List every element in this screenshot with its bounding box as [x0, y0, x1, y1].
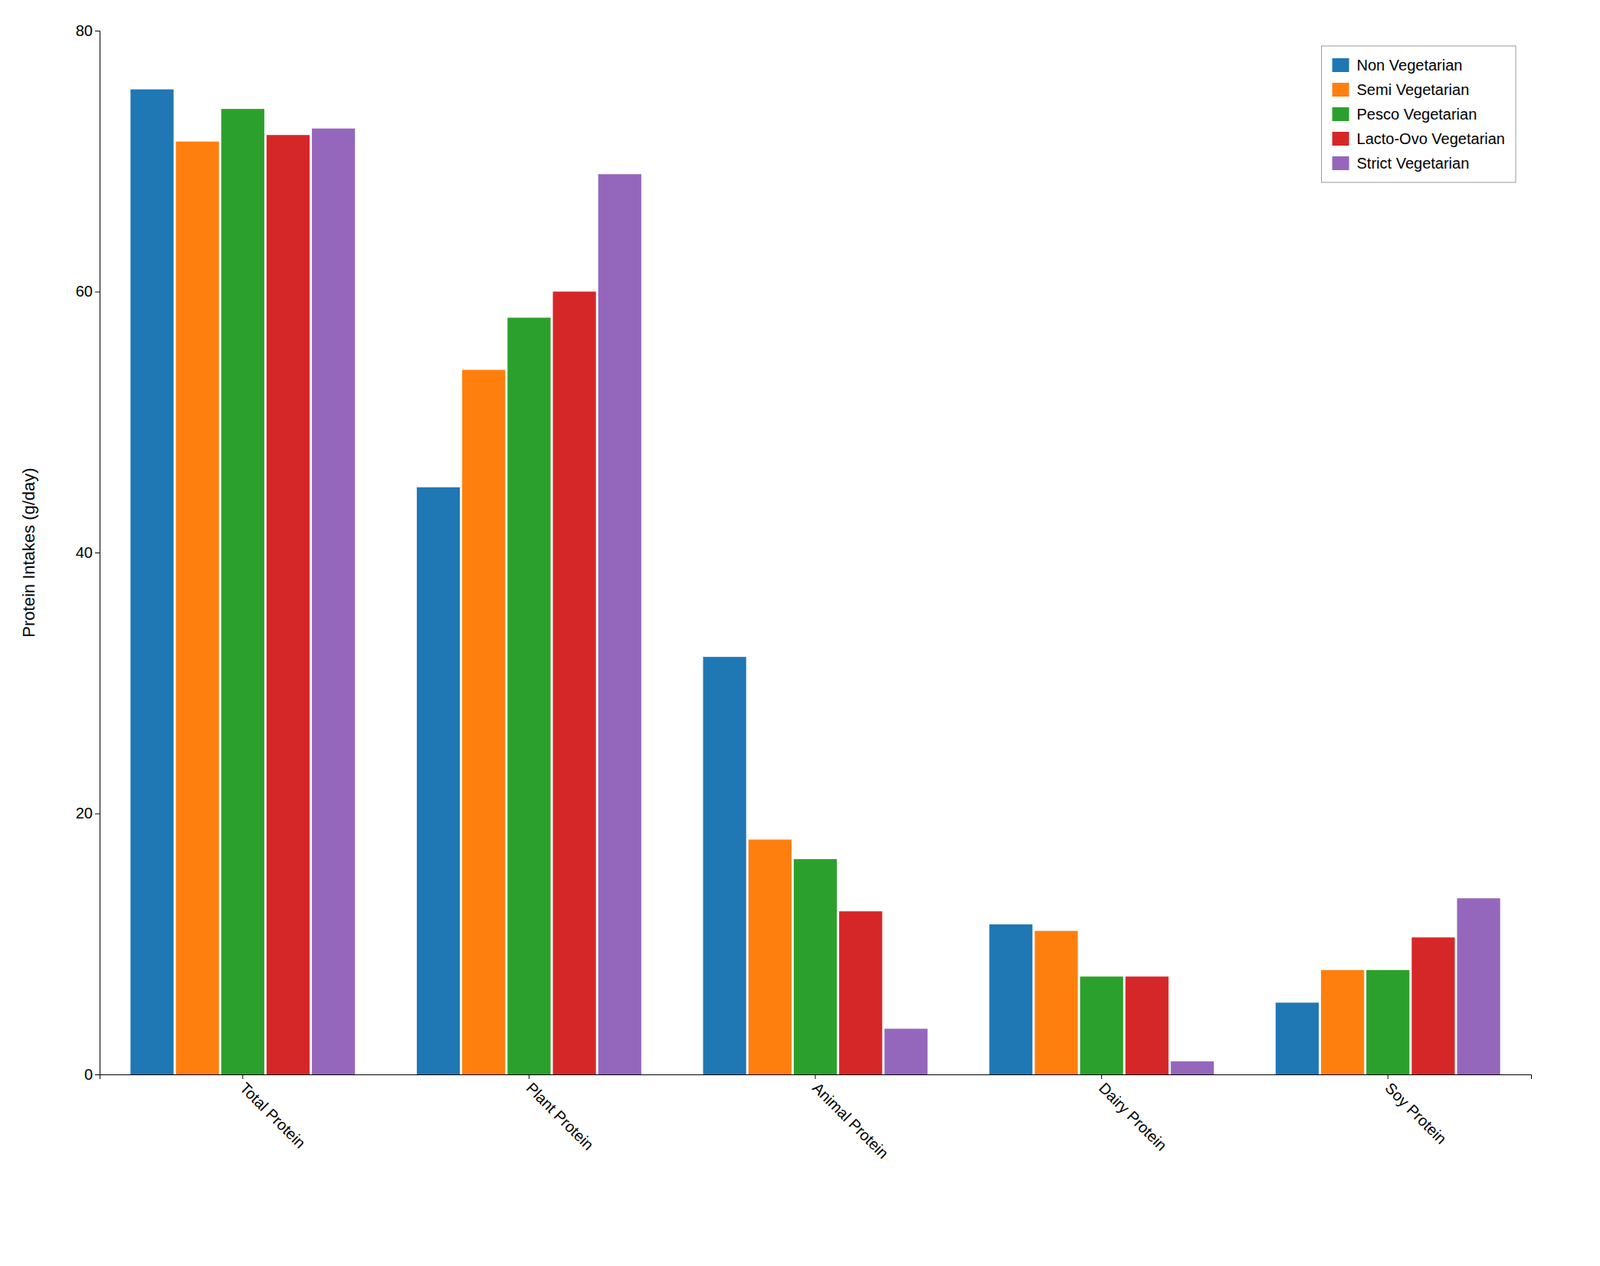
- tick-label: 40: [75, 544, 93, 561]
- bar: [416, 487, 460, 1075]
- bar: [311, 128, 355, 1075]
- tick-label: Soy Protein: [1381, 1078, 1450, 1148]
- bar: [1456, 898, 1500, 1075]
- legend-label: Non Vegetarian: [1357, 56, 1463, 74]
- legend-label: Strict Vegetarian: [1357, 154, 1470, 172]
- bar: [176, 141, 220, 1075]
- bar: [1321, 970, 1364, 1075]
- tick-mark: [815, 1074, 817, 1079]
- tick-mark: [528, 1074, 530, 1079]
- legend-swatch: [1332, 58, 1350, 73]
- tick-label: 80: [75, 22, 93, 40]
- bar: [130, 89, 174, 1075]
- tick-mark: [95, 30, 100, 32]
- tick: Plant Protein: [523, 1074, 598, 1154]
- axis-title: Protein Intakes (g/day): [19, 467, 39, 637]
- tick: Dairy Protein: [1095, 1074, 1171, 1155]
- bar: [1034, 931, 1078, 1075]
- legend-label: Lacto-Ovo Vegetarian: [1357, 130, 1505, 148]
- legend-item: Pesco Vegetarian: [1332, 105, 1478, 123]
- tick-mark: [95, 291, 100, 293]
- bar: [1079, 976, 1123, 1075]
- series: [266, 134, 1456, 1075]
- legend-item: Non Vegetarian: [1332, 56, 1463, 74]
- tick: 0: [84, 1065, 100, 1083]
- series: [130, 89, 1319, 1075]
- tick: 80: [75, 22, 100, 40]
- legend-item: Semi Vegetarian: [1332, 81, 1470, 99]
- tick-label: Dairy Protein: [1095, 1078, 1171, 1154]
- tick-mark: [95, 1074, 100, 1076]
- legend-swatch: [1332, 82, 1350, 97]
- bar: [703, 656, 747, 1075]
- bar: [1170, 1061, 1214, 1075]
- tick-mark: [242, 1074, 243, 1079]
- axis-line: [100, 1075, 1532, 1080]
- series: [311, 128, 1501, 1075]
- tick-label: Total Protein: [236, 1078, 309, 1151]
- bar: [1275, 1002, 1319, 1075]
- tick: Total Protein: [236, 1074, 309, 1152]
- legend-item: Lacto-Ovo Vegetarian: [1332, 130, 1505, 148]
- bar: [989, 924, 1033, 1075]
- chart: Total Protein Plant Protein Animal Protein…: [0, 0, 1600, 1266]
- tick-mark: [1387, 1074, 1389, 1079]
- tick-mark: [95, 552, 100, 554]
- tick-mark: [1101, 1074, 1102, 1079]
- plot: Total Protein Plant Protein Animal Protein…: [19, 22, 1532, 1162]
- x-axis: Total Protein Plant Protein Animal Protein…: [100, 1074, 1532, 1162]
- bar: [1411, 937, 1455, 1075]
- tick: Animal Protein: [809, 1074, 892, 1162]
- bar: [884, 1028, 928, 1075]
- legend-swatch: [1332, 107, 1350, 122]
- bar: [1125, 976, 1169, 1075]
- tick: 20: [75, 804, 100, 822]
- bar: [748, 839, 792, 1075]
- tick: 40: [75, 544, 100, 561]
- tick-mark: [95, 813, 100, 815]
- bar: [221, 108, 265, 1075]
- legend: Non Vegetarian Semi Vegetarian Pesco Veget…: [1321, 45, 1516, 183]
- legend-swatch: [1332, 131, 1350, 146]
- axis-line: [95, 31, 101, 1076]
- tick-label: Animal Protein: [809, 1078, 892, 1162]
- bar: [552, 291, 596, 1076]
- legend-label: Semi Vegetarian: [1357, 81, 1470, 99]
- tick-label: Plant Protein: [523, 1078, 598, 1154]
- bar: [793, 859, 837, 1075]
- legend-box: [1321, 45, 1516, 183]
- bar: [1366, 970, 1410, 1075]
- bar: [266, 134, 310, 1075]
- tick: 60: [75, 282, 100, 300]
- tick: Soy Protein: [1381, 1074, 1450, 1148]
- legend-label: Pesco Vegetarian: [1357, 105, 1478, 123]
- bar: [462, 370, 505, 1075]
- bar: [598, 173, 642, 1075]
- legend-item: Strict Vegetarian: [1332, 154, 1470, 172]
- tick-label: 0: [84, 1065, 93, 1083]
- bars: [130, 89, 1500, 1075]
- legend-swatch: [1332, 156, 1350, 171]
- bar: [839, 911, 882, 1075]
- y-axis: 0 20 40 60 80: [75, 22, 101, 1083]
- tick-label: 20: [75, 804, 93, 822]
- bar: [507, 318, 551, 1075]
- tick-label: 60: [75, 282, 93, 300]
- series: [221, 108, 1410, 1075]
